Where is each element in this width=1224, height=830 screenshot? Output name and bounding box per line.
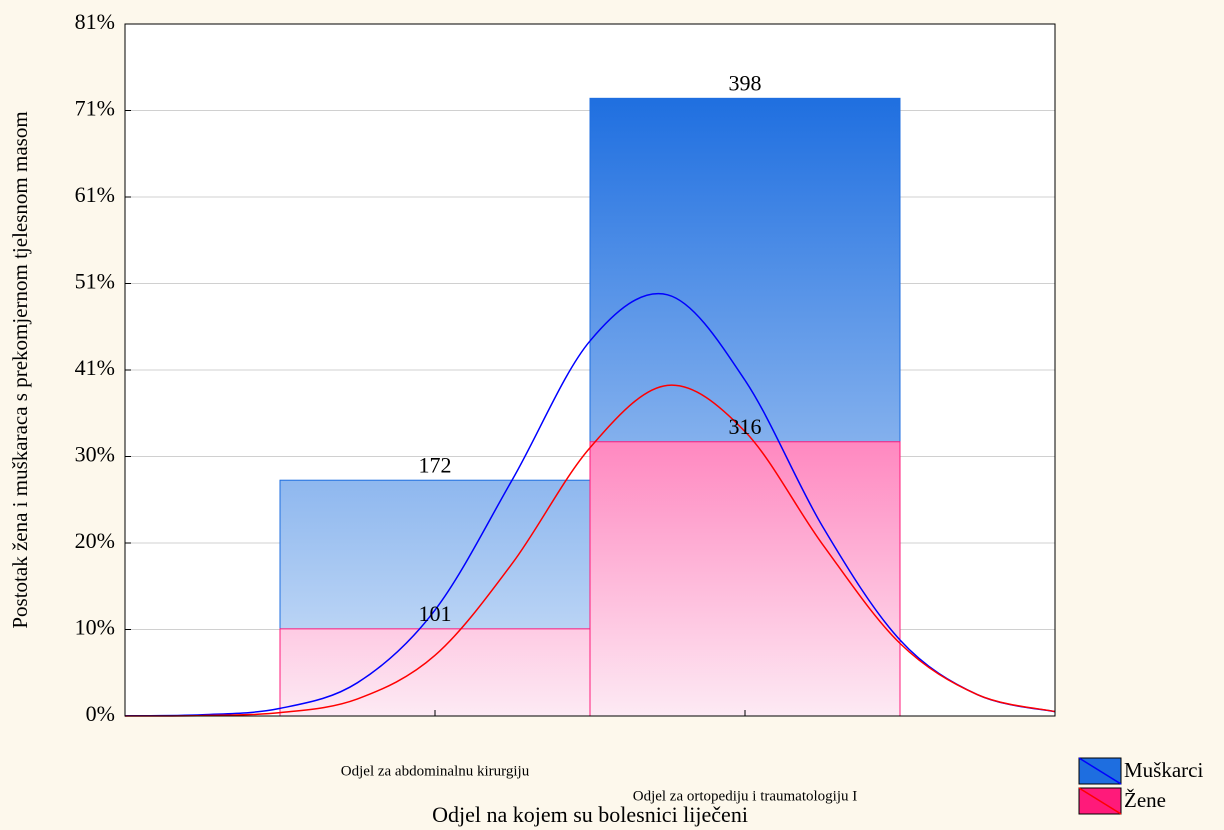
count-label: 316: [729, 414, 762, 439]
bar: [589, 441, 901, 717]
y-tick-label: 10%: [75, 615, 115, 640]
y-tick-label: 81%: [75, 9, 115, 34]
bar: [279, 628, 591, 717]
y-tick-label: 0%: [86, 701, 115, 726]
count-label: 172: [419, 452, 452, 477]
y-tick-label: 71%: [75, 96, 115, 121]
y-axis-title: Postotak žena i muškaraca s prekomjernom…: [8, 111, 32, 628]
plot-layer: [124, 23, 1056, 717]
legend-label: Žene: [1124, 788, 1166, 812]
y-tick-label: 61%: [75, 182, 115, 207]
y-tick-label: 41%: [75, 355, 115, 380]
count-label: 101: [419, 601, 452, 626]
x-tick-label: Odjel za ortopediju i traumatologiju I: [633, 788, 858, 804]
x-tick-label: Odjel za abdominalnu kirurgiju: [341, 763, 530, 779]
legend-swatch-line: [1078, 787, 1122, 815]
y-tick-label: 51%: [75, 269, 115, 294]
fit-curve: [124, 384, 1056, 717]
legend-swatch-line: [1078, 757, 1122, 785]
y-tick-label: 30%: [75, 442, 115, 467]
x-axis-title: Odjel na kojem su bolesnici liječeni: [432, 802, 748, 827]
fit-curve: [124, 292, 1056, 717]
count-label: 398: [729, 70, 762, 95]
y-tick-label: 20%: [75, 528, 115, 553]
legend-label: Muškarci: [1124, 758, 1203, 782]
